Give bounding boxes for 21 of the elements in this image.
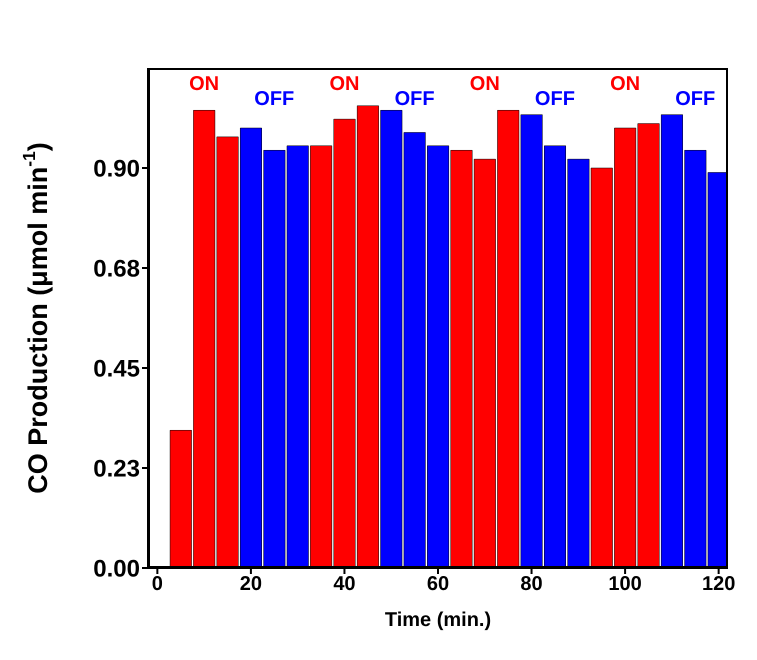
annotation: ON: [189, 73, 220, 96]
annotation: OFF: [534, 88, 575, 110]
x-tick-label: 20: [240, 573, 262, 596]
annotation: OFF: [254, 88, 294, 110]
annotation: ON: [470, 73, 500, 96]
annotation: OFF: [675, 88, 716, 110]
x-tick-label: 100: [608, 573, 642, 596]
annotation: ON: [610, 73, 640, 96]
annotation: OFF: [394, 88, 435, 110]
x-axis-title: Time (min.): [384, 609, 492, 631]
x-tick-label: 0: [152, 573, 163, 596]
x-tick-label: 80: [520, 573, 543, 596]
y-tick-label: 0.90: [93, 156, 140, 183]
x-tick-label: 60: [426, 573, 450, 596]
y-tick-label: 0.45: [93, 356, 140, 383]
annotation: ON: [329, 73, 360, 96]
x-tick-label: 40: [333, 573, 356, 596]
y-tick-label: 0.00: [93, 556, 140, 583]
y-tick-label: 0.23: [93, 456, 140, 483]
y-tick-label: 0.68: [93, 256, 140, 283]
x-tick-label: 120: [702, 573, 736, 596]
